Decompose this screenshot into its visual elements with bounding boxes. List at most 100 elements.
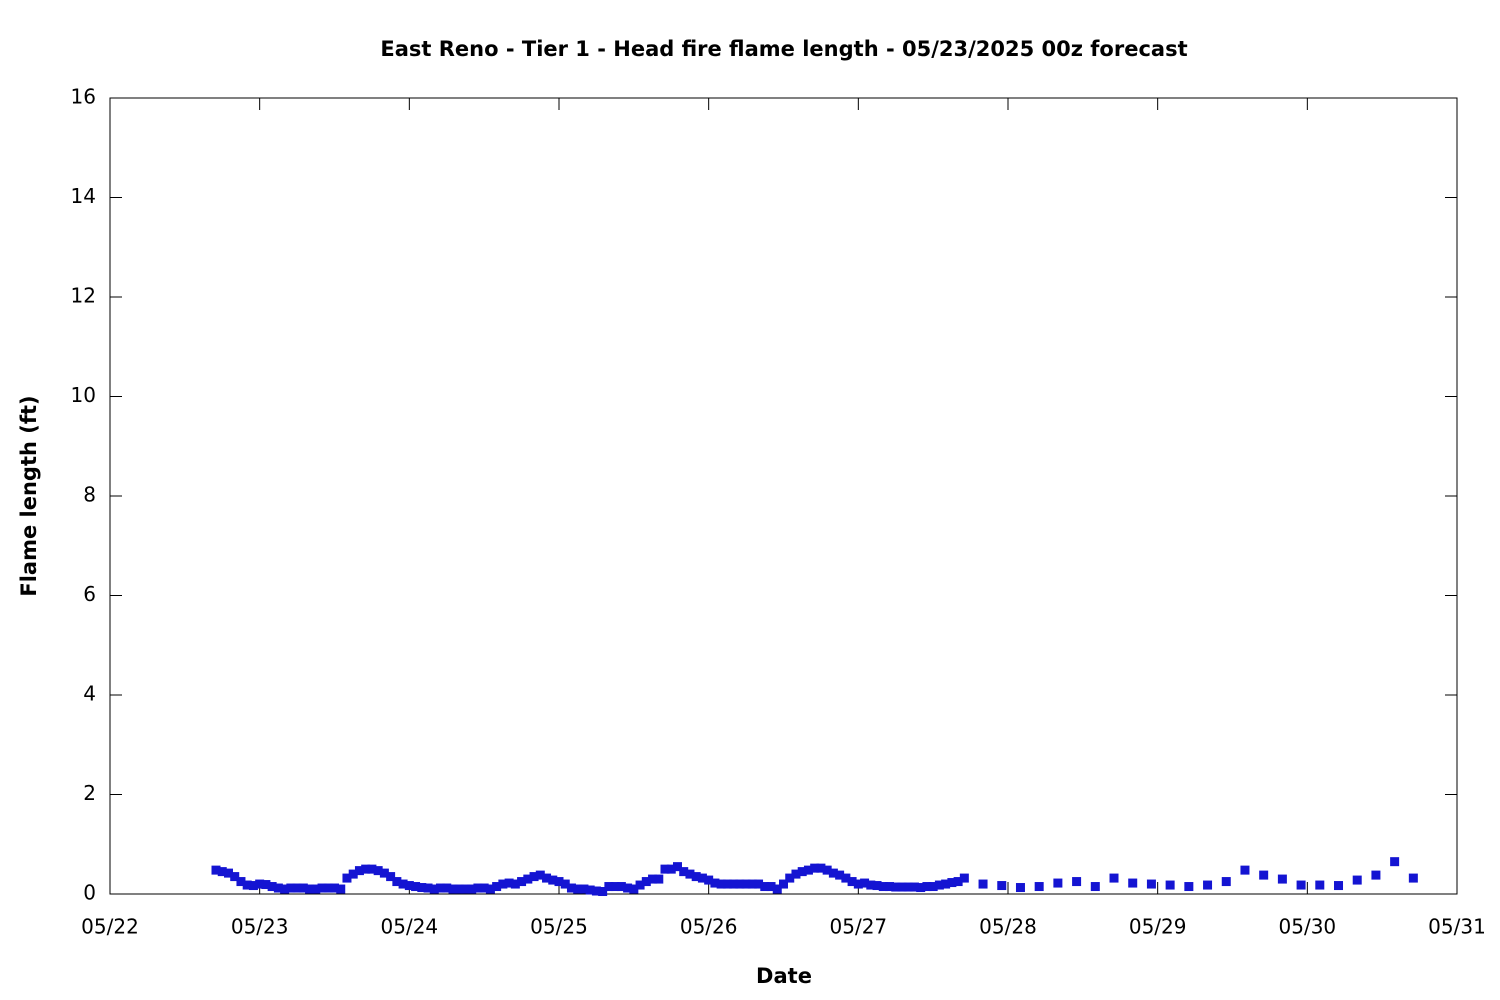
data-point xyxy=(922,882,932,892)
data-point xyxy=(1390,857,1400,867)
chart-title: East Reno - Tier 1 - Head fire flame len… xyxy=(380,37,1187,61)
data-point xyxy=(311,884,321,894)
data-point xyxy=(623,883,633,893)
data-point xyxy=(342,873,352,883)
y-tick-label: 14 xyxy=(71,184,96,208)
y-tick-label: 6 xyxy=(83,582,96,606)
data-point xyxy=(891,882,901,892)
data-point xyxy=(822,865,832,875)
data-point xyxy=(454,884,464,894)
data-point xyxy=(835,870,845,880)
data-point xyxy=(1259,870,1269,880)
data-point xyxy=(498,879,508,889)
data-point xyxy=(816,863,826,873)
data-point xyxy=(330,883,339,893)
data-point xyxy=(442,883,452,893)
data-point xyxy=(492,882,502,892)
data-point xyxy=(1352,875,1362,885)
data-point xyxy=(423,883,433,893)
data-point xyxy=(386,872,396,882)
data-point xyxy=(411,882,421,892)
data-point xyxy=(810,863,820,873)
data-point xyxy=(897,882,907,892)
data-point xyxy=(648,874,658,884)
data-point xyxy=(217,867,227,877)
plot-border xyxy=(109,97,1458,895)
data-point xyxy=(847,877,857,887)
data-point xyxy=(317,883,327,893)
x-tick-label: 05/31 xyxy=(1428,915,1486,939)
data-point xyxy=(735,879,745,889)
data-point xyxy=(292,883,302,893)
data-point xyxy=(978,879,988,889)
x-tick-label: 05/28 xyxy=(979,915,1037,939)
data-point xyxy=(398,879,408,889)
data-point xyxy=(523,874,533,884)
data-point xyxy=(641,877,651,887)
data-point xyxy=(579,884,589,894)
data-point xyxy=(1165,880,1175,890)
data-point xyxy=(1053,878,1063,888)
data-point xyxy=(866,880,876,890)
data-point xyxy=(1296,880,1306,890)
data-point xyxy=(1184,882,1194,892)
data-point xyxy=(1334,881,1344,891)
x-tick-label: 05/29 xyxy=(1129,915,1187,939)
data-point xyxy=(616,882,626,892)
data-point xyxy=(305,884,315,894)
data-point xyxy=(878,882,888,892)
data-point xyxy=(666,864,676,874)
data-point xyxy=(610,882,620,892)
data-point xyxy=(928,882,938,892)
x-tick-label: 05/30 xyxy=(1279,915,1337,939)
data-point xyxy=(242,880,252,890)
data-point xyxy=(741,879,751,889)
data-point xyxy=(1203,880,1213,890)
data-point xyxy=(953,877,963,887)
data-point xyxy=(448,884,458,894)
data-point xyxy=(1221,877,1231,887)
data-point xyxy=(280,884,290,894)
data-point xyxy=(710,878,720,888)
data-point xyxy=(1015,883,1025,893)
data-point xyxy=(1371,870,1381,880)
data-point xyxy=(722,879,732,889)
data-point xyxy=(261,880,271,890)
data-point xyxy=(436,883,446,893)
data-point xyxy=(336,884,346,894)
data-point xyxy=(772,884,782,894)
y-axis-label: Flame length (ft) xyxy=(17,395,41,596)
data-point xyxy=(941,879,951,889)
data-point xyxy=(691,872,701,882)
data-point xyxy=(223,868,233,878)
data-point xyxy=(1034,882,1044,892)
x-tick-label: 05/25 xyxy=(530,915,588,939)
data-point xyxy=(354,866,364,876)
x-tick-label: 05/23 xyxy=(231,915,289,939)
data-point xyxy=(573,884,583,894)
data-point xyxy=(404,881,414,891)
data-point xyxy=(1408,873,1418,883)
data-point xyxy=(429,884,439,894)
data-point xyxy=(379,868,389,878)
data-point xyxy=(485,884,495,894)
data-point xyxy=(885,882,895,892)
data-point xyxy=(460,884,470,894)
data-point xyxy=(1072,877,1082,887)
data-point xyxy=(754,879,764,889)
data-point xyxy=(828,868,838,878)
data-point xyxy=(997,881,1007,891)
data-point xyxy=(916,883,926,893)
data-point xyxy=(473,883,483,893)
x-tick-label: 05/27 xyxy=(830,915,888,939)
data-point xyxy=(255,879,265,889)
data-point xyxy=(273,883,283,893)
x-tick-label: 05/26 xyxy=(680,915,738,939)
data-point xyxy=(779,879,788,889)
data-point xyxy=(548,875,558,885)
data-point xyxy=(716,879,726,889)
data-point xyxy=(860,878,870,888)
data-point xyxy=(654,874,664,884)
x-tick-label: 05/22 xyxy=(81,915,139,939)
